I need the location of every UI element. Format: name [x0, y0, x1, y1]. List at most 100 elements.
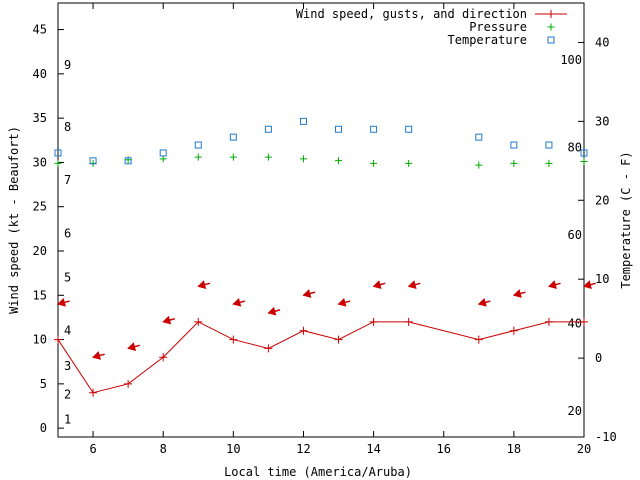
pressure-point	[580, 158, 588, 166]
pressure-point	[510, 159, 518, 167]
legend-entry-label: Temperature	[448, 33, 527, 47]
y-left-tick-label: 35	[33, 111, 47, 125]
pressure-point	[159, 155, 167, 163]
wind-speed-point	[334, 335, 343, 344]
temperature-point	[229, 133, 237, 141]
temperature-point	[89, 157, 97, 165]
temperature-point	[510, 141, 518, 149]
temperature-point	[54, 149, 62, 157]
legend-entry-label: Pressure	[469, 20, 527, 34]
beaufort-label: 3	[64, 359, 71, 373]
wind-direction-arrow	[372, 280, 386, 289]
beaufort-label: 6	[64, 226, 71, 240]
pressure-point	[299, 155, 307, 163]
wind-speed-point	[369, 317, 378, 326]
chart-ticks: 6 8 10 12 14 16 18 20051015202530354045-1001020…	[33, 3, 617, 456]
temperature-point	[264, 125, 272, 133]
legend-pressure-marker	[547, 23, 555, 31]
x-tick-label: 20	[577, 442, 591, 456]
beaufort-label: 4	[64, 324, 71, 338]
y-left-tick-label: 40	[33, 67, 47, 81]
x-tick-label: 16	[437, 442, 451, 456]
wind-arrow-head	[267, 306, 277, 316]
x-tick-label: 6	[89, 442, 96, 456]
wind-arrow-head	[92, 351, 101, 360]
x-tick-label: 12	[296, 442, 310, 456]
wind-direction-arrow	[267, 306, 281, 316]
y-left-tick-label: 5	[40, 377, 47, 391]
x-tick-label: 8	[160, 442, 167, 456]
wind-arrow-head	[162, 315, 172, 325]
pressure-point	[475, 161, 483, 169]
pressure-point	[54, 159, 62, 167]
wind-direction-arrow	[512, 289, 526, 298]
wind-direction-arrow	[547, 280, 561, 289]
wind-direction-arrow	[407, 280, 421, 289]
fahrenheit-label: 80	[568, 140, 582, 154]
wind-direction-arrow	[92, 351, 105, 360]
chart-axes	[57, 2, 585, 438]
beaufort-label: 8	[64, 120, 71, 134]
wind-direction-arrow	[57, 297, 70, 307]
wind-speed-point	[124, 379, 133, 388]
wind-speed-point	[474, 335, 483, 344]
wind-speed-point	[159, 353, 168, 362]
wind-speed-point	[54, 335, 62, 344]
pressure-point	[264, 153, 272, 161]
wind-speed-point	[404, 317, 413, 326]
pressure-point	[335, 157, 343, 165]
plot-frame	[57, 2, 585, 438]
wind-arrow-head	[197, 280, 207, 289]
wind-direction-arrow	[127, 342, 140, 351]
temperature-point	[370, 125, 378, 133]
wind-direction-arrow	[197, 280, 211, 289]
wind-direction-arrow	[337, 297, 351, 307]
temperature-point	[159, 149, 167, 157]
wind-arrow-head	[302, 289, 312, 298]
legend-temperature-marker	[547, 36, 555, 44]
x-axis-label: Local time (America/Aruba)	[224, 465, 412, 479]
y-left-tick-label: 10	[33, 333, 47, 347]
fahrenheit-label: 100	[560, 53, 582, 67]
fahrenheit-label: 20	[568, 404, 582, 418]
wind-speed-point	[194, 317, 203, 326]
y-left-tick-label: 20	[33, 244, 47, 258]
pressure-point	[229, 153, 237, 161]
wind-direction-arrow	[477, 297, 491, 307]
y-axis-left-label: Wind speed (kt - Beaufort)	[7, 126, 21, 314]
beaufort-label: 2	[64, 387, 71, 401]
wind-arrow-head	[127, 342, 137, 351]
wind-arrow-head	[407, 280, 417, 289]
beaufort-label: 9	[64, 58, 71, 72]
y-left-tick-label: 45	[33, 23, 47, 37]
wind-speed-point	[544, 317, 553, 326]
wind-speed-point	[264, 344, 273, 353]
pressure-point	[545, 159, 553, 167]
wind-speed-point	[89, 388, 98, 397]
beaufort-label: 5	[64, 271, 71, 285]
wind-arrow-head	[57, 297, 66, 307]
temperature-point	[335, 125, 343, 133]
legend-wind-marker	[547, 10, 555, 18]
y-left-tick-label: 25	[33, 200, 47, 214]
chart-legend: Wind speed, gusts, and directionPressure…	[296, 7, 567, 47]
y-right-tick-label: 30	[595, 114, 609, 128]
wind-speed-point	[509, 326, 518, 335]
beaufort-label: 1	[64, 412, 71, 426]
y-right-tick-label: 20	[595, 193, 609, 207]
beaufort-label: 7	[64, 173, 71, 187]
wind-arrow-head	[232, 297, 242, 307]
wind-direction-arrow	[162, 315, 175, 325]
wind-speed-line	[57, 321, 584, 394]
pressure-point	[370, 159, 378, 167]
temperature-point	[545, 141, 553, 149]
pressure-point	[194, 153, 202, 161]
x-tick-label: 14	[366, 442, 380, 456]
y-right-tick-label: 10	[595, 272, 609, 286]
y-right-tick-label: 0	[595, 351, 602, 365]
x-tick-label: 18	[507, 442, 521, 456]
y-right-tick-label: -10	[595, 430, 617, 444]
y-left-tick-label: 15	[33, 288, 47, 302]
wind-arrow-head	[547, 280, 557, 289]
